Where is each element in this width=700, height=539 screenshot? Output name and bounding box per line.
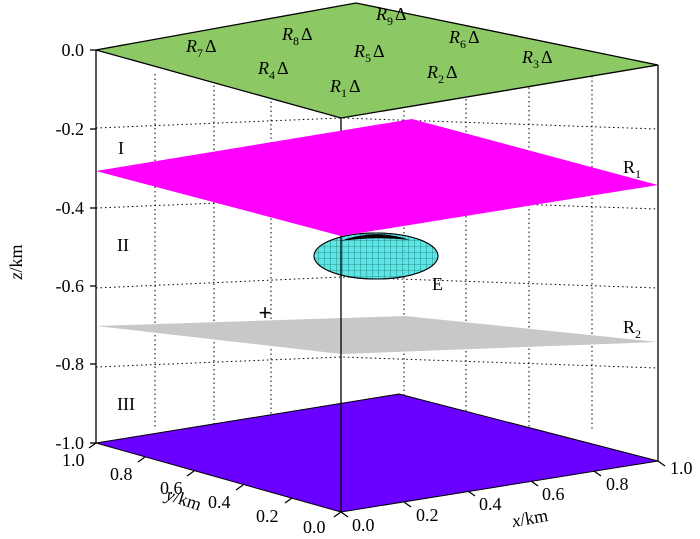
y-axis-title: y/km [162,484,204,515]
top-surface [95,2,659,119]
receiver-r9: R9 Δ [375,4,407,28]
x-axis-ticks [340,460,666,518]
z-axis-title: z/km [6,244,26,280]
x-tick: 0.4 [479,494,502,514]
receiver-r4: R4 Δ [257,58,289,82]
x-tick: 0.0 [352,515,375,535]
y-axis-ticks [88,442,342,518]
ellipsoid-e [313,232,439,280]
reflector-r1-label: R1 [623,157,641,181]
reflector-r1-plane [96,119,658,236]
receiver-r7: R7 Δ [185,36,217,60]
receiver-r6: R6 Δ [448,27,480,51]
z-axis-labels: 0.0 -0.2 -0.4 -0.6 -0.8 -1.0 [56,40,85,453]
y-tick: 0.2 [256,506,279,526]
y-tick: 0.6 [160,478,183,498]
z-axis-ticks [90,49,96,444]
x-axis-title: x/km [510,505,550,531]
y-axis-labels: 1.0 0.8 0.6 0.4 0.2 0.0 [62,450,326,537]
receiver-r3: R3 Δ [521,47,553,71]
z-tick: -0.2 [56,119,85,139]
y-tick: 0.8 [110,464,133,484]
y-tick: 1.0 [62,450,85,470]
z-tick: -0.4 [56,198,85,218]
z-tick: 0.0 [62,40,85,60]
y-tick: 0.0 [303,517,326,537]
z-tick: -0.6 [56,276,85,296]
layer-label-i: I [118,138,124,158]
box-back-edges [95,50,659,461]
x-axis-labels: 0.0 0.2 0.4 0.6 0.8 1.0 [352,458,693,535]
layer-label-iii: III [117,394,135,414]
source-marker: + [259,300,272,325]
z-tick: -0.8 [56,354,85,374]
y-tick: 0.4 [208,492,231,512]
reflector-r2-label: R2 [623,317,641,341]
x-tick: 0.6 [542,484,565,504]
reflector-r2-plane [96,316,658,354]
z-tick: -1.0 [56,433,85,453]
receivers: R1 Δ R2 Δ R3 Δ R4 Δ R5 Δ R6 Δ R7 Δ R8 Δ R9 Δ [185,4,553,100]
receiver-r5: R5 Δ [353,41,385,65]
x-tick: 0.2 [416,505,439,525]
x-tick: 1.0 [670,458,693,478]
x-tick: 0.8 [606,474,629,494]
receiver-r8: R8 Δ [281,24,313,48]
receiver-r1: R1 Δ [329,76,361,100]
receiver-r2: R2 Δ [426,62,458,86]
ellipsoid-label: E [432,274,443,294]
layer-label-ii: II [117,235,129,255]
